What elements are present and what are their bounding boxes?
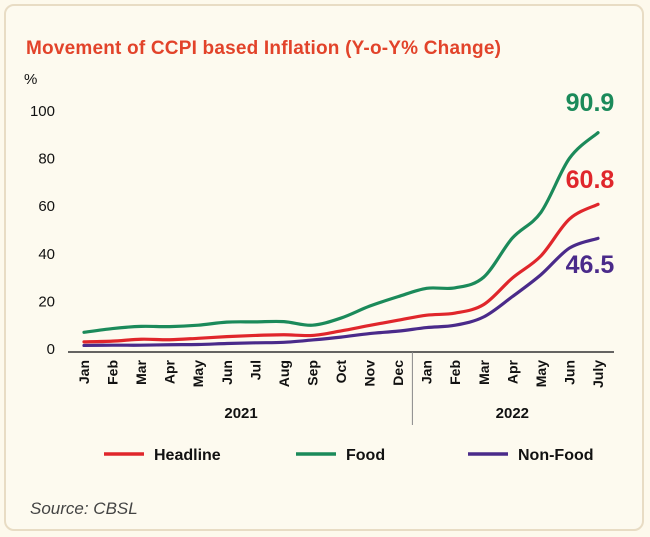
- series-line-headline: [82, 202, 600, 344]
- chart-card: Movement of CCPI based Inflation (Y-o-Y%…: [4, 4, 644, 531]
- y-tick-label: 100: [30, 103, 55, 120]
- legend: Headline Food Non-Food: [104, 447, 594, 464]
- x-tick-label: Aug: [276, 360, 292, 387]
- x-tick-label: May: [190, 360, 206, 387]
- legend-label: Food: [346, 447, 385, 464]
- y-tick-label: 60: [38, 198, 55, 215]
- x-tick-label: Apr: [162, 359, 178, 384]
- x-axis: Jan Feb Mar Apr May Jun Jul Aug Sep Oct Nov Dec Jan F…: [68, 351, 614, 425]
- end-value-label: 60.8: [566, 166, 615, 194]
- y-tick-label: 80: [38, 151, 55, 168]
- x-tick-label: Jun: [561, 360, 577, 385]
- x-tick-label: Jan: [419, 360, 435, 384]
- x-tick-label: Feb: [447, 360, 463, 385]
- y-tick-label: 40: [38, 246, 55, 263]
- x-tick-label: July: [590, 360, 606, 388]
- y-tick-label: 0: [47, 341, 55, 358]
- end-value-label: 90.9: [566, 89, 615, 117]
- x-tick-label: Feb: [105, 360, 121, 385]
- end-value-label: 46.5: [566, 251, 615, 279]
- x-tick-label: Sep: [304, 360, 320, 386]
- legend-label: Headline: [154, 447, 221, 464]
- x-tick-label: May: [533, 360, 549, 387]
- series-line-non-food: [82, 236, 600, 348]
- year-label: 2022: [496, 405, 529, 422]
- x-tick-label: Oct: [333, 360, 349, 384]
- chart-title: Movement of CCPI based Inflation (Y-o-Y%…: [26, 38, 502, 59]
- end-labels: 60.8 90.9 46.5: [566, 89, 615, 279]
- series-line-food: [82, 131, 600, 334]
- x-tick-label: Jul: [247, 360, 263, 380]
- x-tick-label: Jun: [219, 360, 235, 385]
- x-tick-label: Mar: [133, 359, 149, 384]
- legend-label: Non-Food: [518, 447, 594, 464]
- x-tick-label: Dec: [390, 360, 406, 386]
- x-tick-label: Jan: [76, 360, 92, 384]
- x-tick-label: Nov: [362, 360, 378, 387]
- y-tick-label: 20: [38, 293, 55, 310]
- y-axis: 0 20 40 60 80 100: [30, 103, 55, 358]
- year-label: 2021: [224, 405, 257, 422]
- x-tick-label: Apr: [504, 359, 520, 384]
- y-axis-label: %: [24, 71, 37, 88]
- series-lines: [82, 131, 600, 348]
- source-note: Source: CBSL: [30, 499, 138, 518]
- x-tick-label: Mar: [476, 359, 492, 384]
